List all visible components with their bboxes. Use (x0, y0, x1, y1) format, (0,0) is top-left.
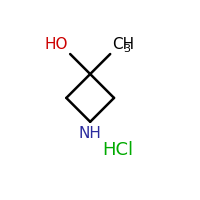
Text: HCl: HCl (102, 141, 133, 159)
Text: 3: 3 (124, 44, 131, 54)
Text: NH: NH (79, 126, 102, 141)
Text: CH: CH (113, 37, 135, 52)
Text: HO: HO (44, 37, 68, 52)
